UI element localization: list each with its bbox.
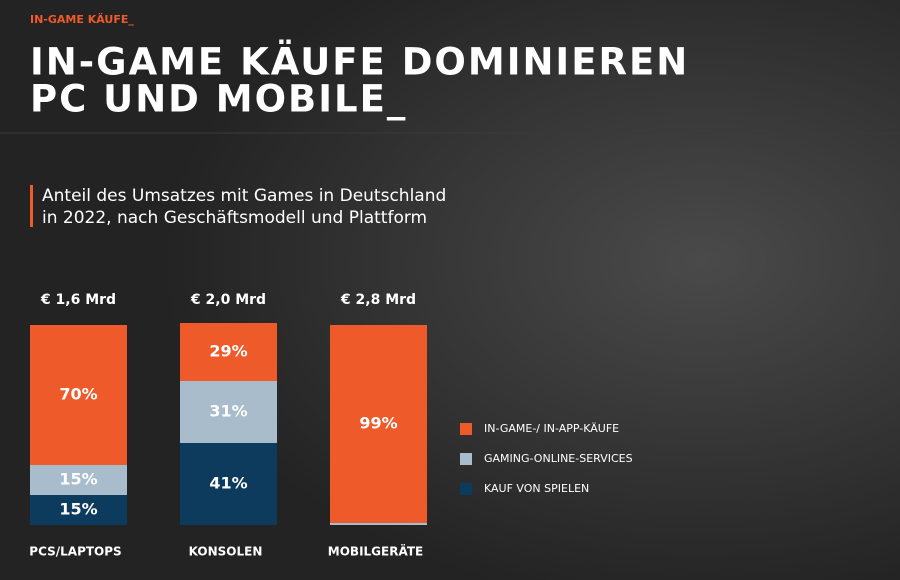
bar-segment [180, 323, 277, 381]
bar-segment [330, 325, 427, 523]
legend-label: KAUF VON SPIELEN [484, 482, 589, 495]
value-label: 15% [59, 470, 97, 489]
legend-swatch [460, 423, 472, 435]
kicker: IN-GAME KÄUFE_ [30, 12, 134, 26]
x-tick-label: PCS/LAPTOPS [29, 545, 121, 559]
legend-label: GAMING-ONLINE-SERVICES [484, 452, 633, 465]
x-tick-label: KONSOLEN [189, 545, 263, 559]
title: IN-GAME KÄUFE DOMINIEREN [30, 40, 689, 84]
bar-total: € 2,0 Mrd [190, 292, 266, 308]
subtitle-accent [30, 185, 33, 227]
subtitle: Anteil des Umsatzes mit Games in Deutsch… [42, 186, 446, 206]
subtitle: in 2022, nach Geschäftsmodell und Plattf… [42, 208, 427, 228]
value-label: 70% [59, 385, 97, 404]
bar-segment [30, 465, 127, 495]
legend-label: IN-GAME-/ IN-APP-KÄUFE [484, 422, 619, 435]
bar-total: € 1,6 Mrd [40, 292, 116, 308]
legend-swatch [460, 453, 472, 465]
bar-total: € 2,8 Mrd [340, 292, 416, 308]
bar-segment [330, 523, 427, 525]
value-label: 99% [359, 414, 397, 433]
value-label: 41% [209, 474, 247, 493]
legend-swatch [460, 483, 472, 495]
bar-segment [180, 443, 277, 525]
value-label: 29% [209, 342, 247, 361]
value-label: 31% [209, 402, 247, 421]
bar-segment [30, 495, 127, 525]
bar-segment [30, 325, 127, 465]
title: PC UND MOBILE_ [30, 78, 407, 121]
x-tick-label: MOBILGERÄTE [328, 544, 423, 559]
bar-segment [180, 381, 277, 443]
value-label: 15% [59, 500, 97, 519]
